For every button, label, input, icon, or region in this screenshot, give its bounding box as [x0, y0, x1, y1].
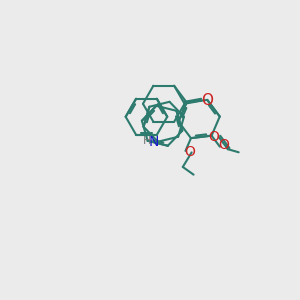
Text: O: O: [218, 138, 229, 152]
Text: O: O: [201, 93, 213, 108]
Text: H: H: [143, 136, 152, 146]
Text: O: O: [184, 146, 195, 159]
Text: N: N: [148, 135, 159, 149]
Text: O: O: [208, 130, 219, 144]
